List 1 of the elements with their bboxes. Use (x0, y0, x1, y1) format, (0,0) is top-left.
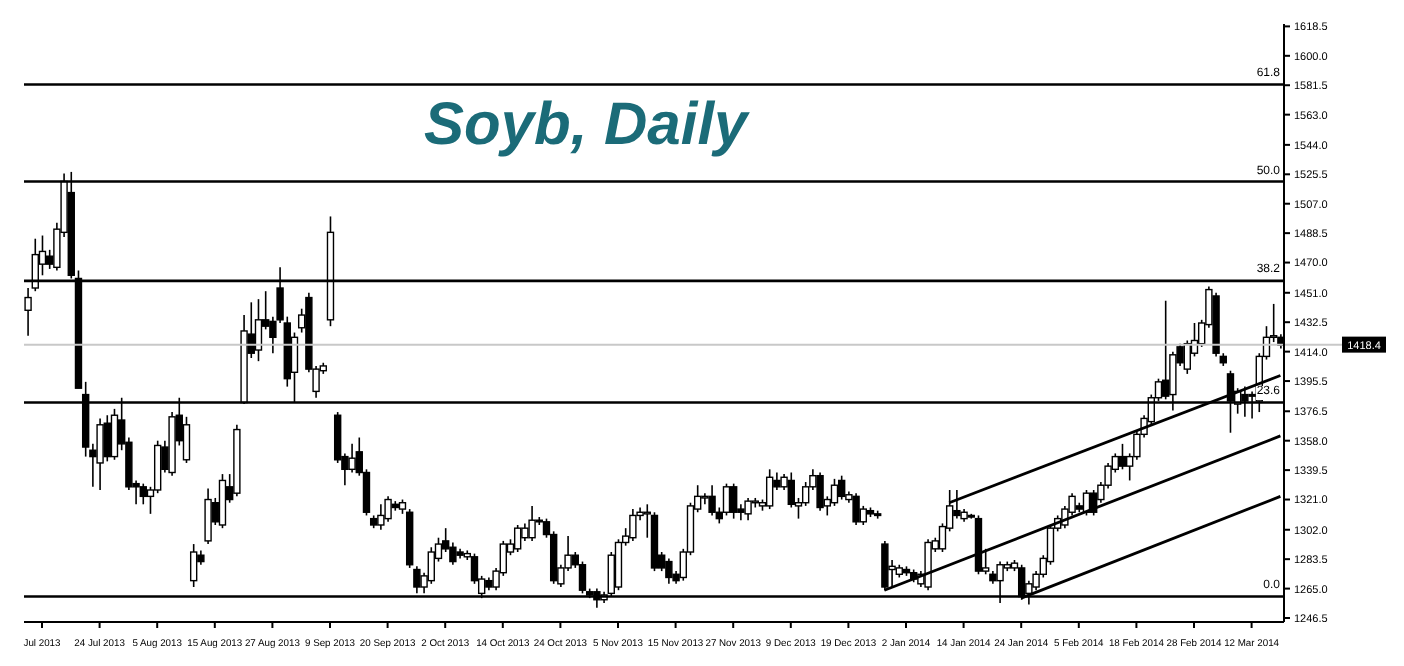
text: Soyb, Daily (424, 92, 748, 160)
